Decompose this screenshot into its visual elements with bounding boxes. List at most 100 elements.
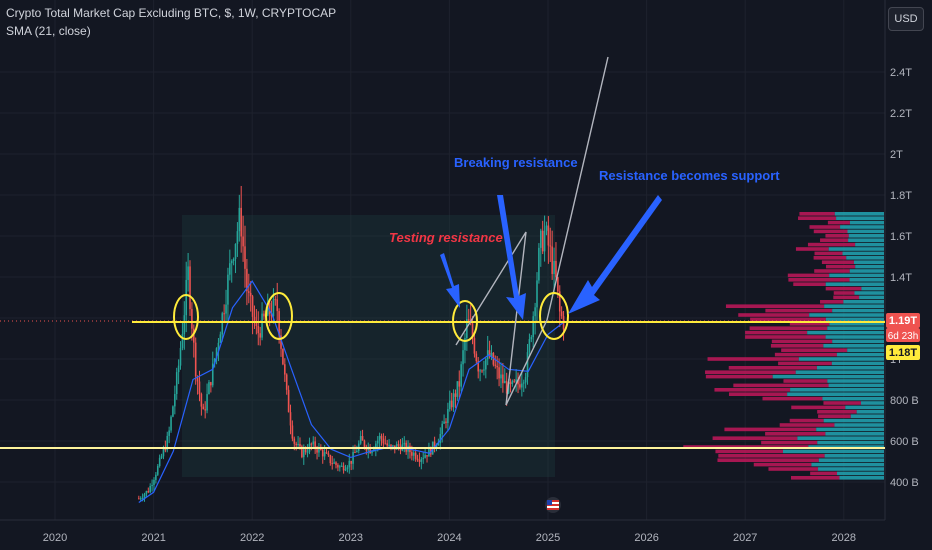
y-tick-label: 800 B (890, 395, 919, 407)
vp-bar-down (814, 269, 850, 273)
indicator-legend[interactable]: SMA (21, close) (6, 24, 91, 38)
candle-body (530, 337, 533, 340)
vp-bar-up (850, 414, 884, 418)
candle-body (346, 467, 349, 470)
vp-bar-up (855, 242, 884, 247)
candle-body (420, 458, 423, 462)
candle-body (443, 421, 445, 424)
candle-body (297, 443, 299, 446)
candle-body (244, 246, 246, 269)
vp-bar-up (807, 330, 884, 335)
candle-body (448, 400, 451, 410)
candle-body (490, 352, 493, 357)
vp-bar-up (787, 392, 884, 396)
currency-button[interactable]: USD (888, 7, 924, 31)
candle-body (473, 338, 476, 354)
candle-body (240, 207, 243, 237)
candle-body (261, 313, 263, 338)
candle-body (352, 451, 354, 464)
candle-body (247, 291, 250, 293)
candle-body (447, 409, 449, 423)
candle-body (141, 497, 144, 499)
candle-body (318, 447, 320, 453)
vp-bar-up (860, 401, 884, 405)
candle-body (378, 435, 381, 441)
candle-body (310, 443, 313, 445)
x-tick-label: 2028 (832, 532, 856, 544)
vp-bar-down (705, 374, 773, 379)
candle-body (321, 449, 324, 457)
candle-body (263, 313, 265, 317)
vp-bar-down (774, 352, 837, 357)
candle-body (160, 456, 163, 458)
vp-bar-up (790, 388, 884, 392)
candle-body (282, 348, 284, 365)
candle-body (230, 261, 233, 264)
candle-body (513, 380, 516, 382)
candle-body (325, 452, 328, 454)
vp-bar-down (728, 392, 788, 396)
candle-body (185, 279, 188, 316)
candle-body (170, 416, 172, 431)
candle-body (147, 491, 150, 493)
candle-body (149, 485, 151, 493)
vp-bar-down (707, 357, 799, 361)
x-tick-label: 2020 (43, 532, 67, 544)
candle-body (433, 441, 436, 448)
vp-bar-down (833, 295, 860, 300)
candle-body (274, 299, 277, 301)
candle-body (371, 451, 373, 454)
candle-body (536, 280, 538, 308)
candle-body (151, 485, 153, 487)
vp-bar-down (791, 405, 846, 410)
candle-body (403, 442, 406, 445)
vp-bar-up (772, 374, 884, 379)
vp-bar-down (818, 414, 851, 418)
candle-body (289, 412, 292, 426)
candle-body (227, 274, 229, 305)
candle-body (215, 348, 218, 359)
y-tick-label: 1.6T (890, 231, 912, 243)
candle-body (246, 268, 248, 292)
candle-body (454, 393, 457, 397)
candle-body (509, 382, 512, 385)
circle-marker (452, 300, 478, 342)
x-tick-label: 2026 (634, 532, 658, 544)
candle-body (253, 316, 256, 323)
vp-bar-down (789, 418, 824, 423)
candle-body (192, 328, 195, 343)
vp-bar-down (783, 379, 828, 383)
candle-body (342, 465, 345, 471)
vp-bar-down (825, 234, 849, 238)
time-axis: 2020 2021 2022 2023 2024 2025 2026 2027 2028 (43, 532, 856, 544)
vp-bar-up (853, 260, 884, 264)
us-flag-icon[interactable] (545, 497, 561, 513)
vp-bar-up (811, 462, 884, 467)
candle-body (369, 446, 371, 454)
candle-body (511, 380, 514, 385)
candle-body (232, 258, 235, 262)
candle-body (450, 400, 453, 408)
y-tick-label: 600 B (890, 436, 919, 448)
candle-body (302, 449, 305, 458)
candle-body (278, 311, 280, 336)
candle-body (479, 370, 481, 372)
candle-body (414, 452, 417, 459)
circle-marker (265, 292, 293, 340)
candle-body (485, 359, 487, 370)
candle-body (397, 444, 400, 446)
candle-body (255, 322, 258, 326)
vp-bar-down (825, 286, 862, 291)
candle-body (392, 445, 394, 447)
vp-bar-down (728, 366, 817, 370)
candle-body (249, 292, 252, 297)
vp-bar-up (848, 238, 884, 242)
candle-body (189, 266, 191, 310)
vp-bar-up (824, 304, 884, 308)
vp-bar-down (823, 401, 861, 405)
x-tick-label: 2021 (141, 532, 165, 544)
y-tick-label: 1.8T (890, 190, 912, 202)
candle-body (179, 347, 182, 366)
candle-body (464, 338, 466, 351)
